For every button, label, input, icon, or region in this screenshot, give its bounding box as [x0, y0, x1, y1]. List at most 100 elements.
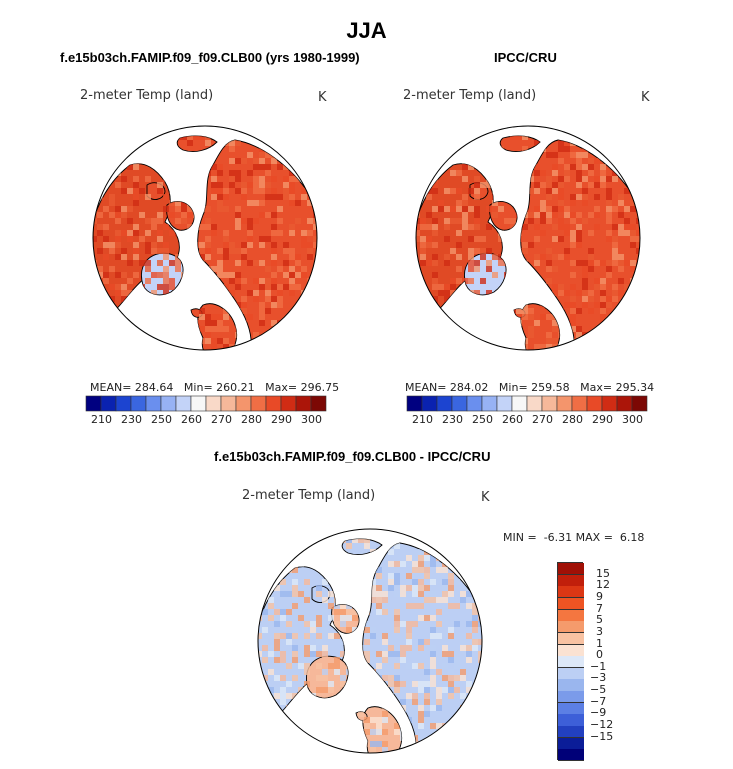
grid-cell	[636, 140, 640, 146]
grid-cell	[274, 711, 280, 717]
grid-cell	[618, 332, 624, 338]
grid-cell	[414, 356, 420, 362]
grid-cell	[93, 278, 97, 284]
grid-cell	[412, 765, 418, 769]
grid-cell	[340, 651, 346, 657]
grid-cell	[430, 765, 436, 769]
grid-cell	[235, 170, 241, 176]
grid-cell	[346, 765, 352, 769]
grid-cell	[528, 314, 534, 320]
grid-cell	[606, 350, 612, 356]
grid-cell	[462, 206, 468, 212]
grid-cell	[468, 338, 474, 344]
grid-cell	[426, 236, 432, 242]
grid-cell	[364, 621, 370, 627]
grid-cell	[546, 188, 552, 194]
grid-cell	[376, 573, 382, 579]
grid-cell	[262, 627, 268, 633]
grid-cell	[456, 332, 462, 338]
grid-cell	[280, 519, 286, 525]
grid-cell	[466, 645, 472, 651]
grid-cell	[400, 765, 406, 769]
grid-cell	[256, 765, 262, 769]
grid-cell	[133, 272, 139, 278]
grid-cell	[340, 639, 346, 645]
grid-cell	[430, 513, 436, 519]
grid-cell	[594, 206, 600, 212]
grid-cell	[408, 266, 414, 272]
grid-cell	[606, 302, 612, 308]
grid-cell	[642, 350, 648, 356]
grid-cell	[642, 266, 648, 272]
grid-cell	[247, 350, 253, 356]
grid-cell	[289, 278, 295, 284]
colorbar-swatch	[526, 395, 543, 412]
grid-cell	[328, 615, 334, 621]
grid-cell	[163, 284, 169, 290]
grid-cell	[199, 110, 205, 116]
grid-cell	[319, 332, 325, 338]
grid-cell	[444, 122, 450, 128]
grid-cell	[600, 284, 606, 290]
grid-cell	[127, 236, 133, 242]
grid-cell	[594, 350, 600, 356]
grid-cell	[528, 362, 534, 368]
grid-cell	[211, 344, 217, 350]
grid-cell	[618, 326, 624, 332]
grid-cell	[262, 675, 268, 681]
grid-cell	[576, 182, 582, 188]
grid-cell	[319, 254, 325, 260]
grid-cell	[109, 242, 115, 248]
grid-cell	[247, 122, 253, 128]
grid-cell	[388, 513, 394, 519]
colorbar-swatch	[558, 679, 584, 692]
grid-cell	[528, 308, 534, 314]
grid-cell	[241, 362, 247, 368]
grid-cell	[259, 236, 265, 242]
grid-cell	[163, 290, 169, 296]
grid-cell	[259, 362, 265, 368]
grid-cell	[286, 538, 292, 543]
grid-cell	[478, 591, 482, 597]
grid-cell	[328, 687, 334, 693]
grid-cell	[304, 633, 310, 639]
grid-cell	[412, 693, 418, 699]
grid-cell	[416, 314, 420, 320]
colorbar-swatch	[558, 691, 584, 704]
grid-cell	[426, 152, 432, 158]
grid-cell	[262, 699, 268, 705]
grid-cell	[552, 206, 558, 212]
grid-cell	[484, 651, 490, 657]
grid-cell	[582, 135, 588, 140]
grid-cell	[145, 122, 151, 128]
colorbar-swatch	[571, 395, 588, 412]
grid-cell	[432, 122, 438, 128]
grid-cell	[400, 597, 406, 603]
grid-cell	[139, 338, 145, 344]
grid-cell	[468, 164, 474, 170]
grid-cell	[145, 242, 151, 248]
grid-cell	[448, 585, 454, 591]
grid-cell	[274, 693, 280, 699]
grid-cell	[636, 110, 642, 116]
colorbar-swatch	[235, 395, 252, 412]
grid-cell	[346, 753, 352, 759]
grid-cell	[97, 320, 103, 326]
grid-cell	[552, 284, 558, 290]
grid-cell	[466, 687, 472, 693]
grid-cell	[181, 356, 187, 362]
grid-cell	[223, 188, 229, 194]
grid-cell	[418, 705, 424, 711]
grid-cell	[412, 519, 418, 525]
grid-cell	[510, 135, 516, 140]
grid-cell	[582, 176, 588, 182]
grid-cell	[466, 759, 472, 765]
grid-cell	[636, 272, 640, 278]
grid-cell	[468, 266, 474, 272]
grid-cell	[85, 206, 91, 212]
grid-cell	[448, 675, 454, 681]
grid-cell	[271, 176, 277, 182]
grid-cell	[316, 765, 322, 769]
grid-cell	[115, 230, 121, 236]
grid-cell	[400, 699, 406, 705]
